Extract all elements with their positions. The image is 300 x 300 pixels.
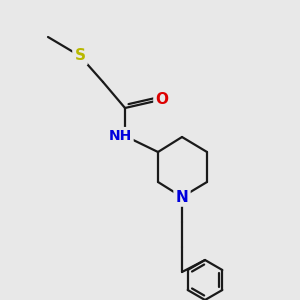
Text: N: N	[176, 190, 188, 205]
Text: S: S	[74, 49, 86, 64]
Text: NH: NH	[108, 129, 132, 143]
Text: O: O	[155, 92, 169, 107]
